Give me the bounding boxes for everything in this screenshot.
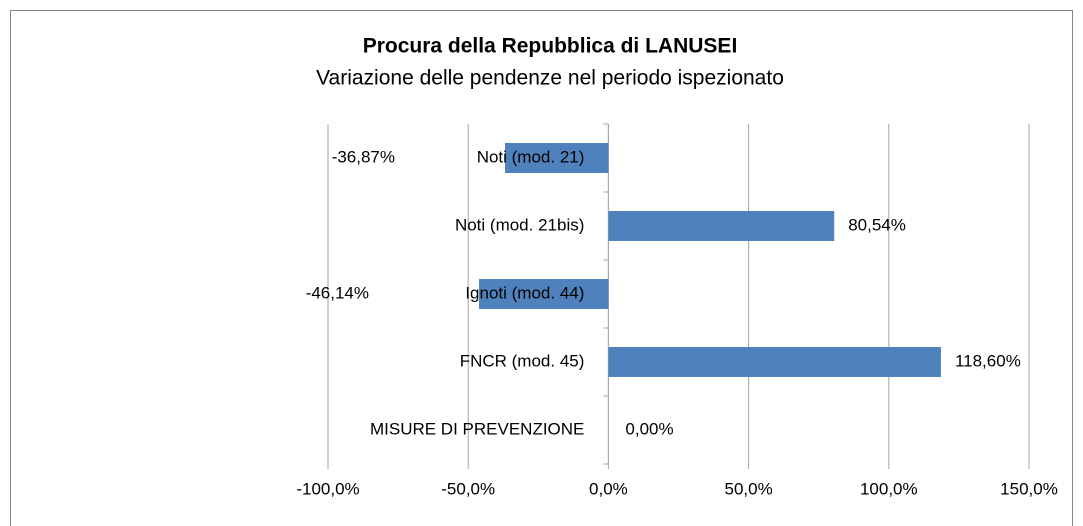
bar <box>608 211 835 241</box>
chart-border <box>10 10 1073 526</box>
y-tick-label: Noti (mod. 21bis) <box>455 215 584 234</box>
chart-subtitle: Variazione delle pendenze nel periodo is… <box>316 67 784 90</box>
x-tick-label: 0,0% <box>589 479 628 498</box>
y-tick-label: Ignoti (mod. 44) <box>465 283 584 302</box>
bar <box>608 347 941 377</box>
data-label: 118,60% <box>955 351 1021 370</box>
bar <box>479 279 609 309</box>
data-label: 80,54% <box>848 215 906 234</box>
x-tick-label: 150,0% <box>1000 479 1058 498</box>
data-label: -36,87% <box>332 147 395 166</box>
chart-title: Procura della Repubblica di LANUSEI <box>363 35 738 58</box>
data-label: -46,14% <box>306 283 369 302</box>
x-tick-label: -50,0% <box>441 479 495 498</box>
x-tick-label: 100,0% <box>860 479 918 498</box>
x-tick-label: -100,0% <box>296 479 359 498</box>
y-tick-label: MISURE DI PREVENZIONE <box>370 419 584 438</box>
y-tick-label: FNCR (mod. 45) <box>460 351 585 370</box>
data-label: 0,00% <box>625 419 673 438</box>
bar <box>505 143 609 173</box>
x-tick-label: 50,0% <box>724 479 772 498</box>
y-tick-label: Noti (mod. 21) <box>477 147 585 166</box>
